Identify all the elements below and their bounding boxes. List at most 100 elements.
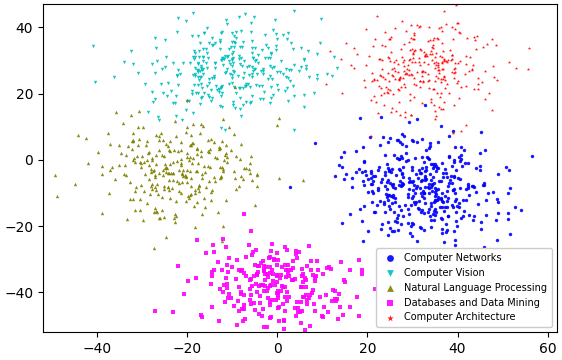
Computer Networks xyxy=(421,200,430,206)
Computer Vision xyxy=(246,100,255,106)
Databases and Data Mining xyxy=(287,277,296,283)
Computer Vision xyxy=(312,72,321,78)
Computer Vision xyxy=(266,63,275,69)
Computer Vision xyxy=(148,89,157,95)
Databases and Data Mining xyxy=(315,333,324,338)
Legend: Computer Networks, Computer Vision, Natural Language Processing, Databases and D: Computer Networks, Computer Vision, Natu… xyxy=(376,248,552,327)
Natural Language Processing xyxy=(211,178,220,184)
Computer Vision xyxy=(259,96,268,102)
Computer Networks xyxy=(359,158,368,163)
Computer Vision xyxy=(289,127,298,133)
Computer Vision xyxy=(323,71,332,77)
Natural Language Processing xyxy=(189,121,198,127)
Databases and Data Mining xyxy=(274,257,283,263)
Databases and Data Mining xyxy=(339,277,348,283)
Computer Architecture xyxy=(439,58,448,64)
Databases and Data Mining xyxy=(306,267,315,273)
Computer Architecture xyxy=(411,59,420,65)
Databases and Data Mining xyxy=(250,301,259,306)
Computer Vision xyxy=(168,100,177,105)
Computer Architecture xyxy=(404,39,413,45)
Natural Language Processing xyxy=(180,172,189,178)
Databases and Data Mining xyxy=(226,295,235,301)
Computer Vision xyxy=(300,56,309,62)
Natural Language Processing xyxy=(168,159,177,165)
Databases and Data Mining xyxy=(272,279,281,285)
Computer Architecture xyxy=(370,93,379,99)
Databases and Data Mining xyxy=(260,283,269,289)
Computer Vision xyxy=(277,58,285,64)
Computer Networks xyxy=(488,190,497,195)
Computer Networks xyxy=(397,207,406,213)
Computer Networks xyxy=(463,181,472,186)
Databases and Data Mining xyxy=(238,267,247,273)
Computer Networks xyxy=(368,188,377,194)
Computer Networks xyxy=(494,210,503,216)
Computer Architecture xyxy=(447,56,456,62)
Computer Networks xyxy=(407,220,416,226)
Computer Architecture xyxy=(388,73,397,79)
Computer Vision xyxy=(175,72,184,77)
Computer Vision xyxy=(205,81,214,86)
Computer Networks xyxy=(414,175,423,181)
Computer Networks xyxy=(393,137,402,143)
Computer Networks xyxy=(442,175,451,180)
Computer Networks xyxy=(460,208,469,214)
Computer Networks xyxy=(416,225,425,230)
Databases and Data Mining xyxy=(252,247,261,253)
Computer Vision xyxy=(289,62,298,68)
Computer Networks xyxy=(443,213,452,219)
Computer Architecture xyxy=(389,91,398,96)
Computer Vision xyxy=(189,56,198,62)
Computer Vision xyxy=(223,53,232,58)
Computer Architecture xyxy=(434,60,443,66)
Databases and Data Mining xyxy=(277,264,286,270)
Computer Architecture xyxy=(460,71,469,77)
Computer Networks xyxy=(420,159,429,165)
Computer Networks xyxy=(369,173,378,179)
Computer Vision xyxy=(279,71,288,77)
Natural Language Processing xyxy=(178,171,187,177)
Computer Networks xyxy=(424,190,433,196)
Natural Language Processing xyxy=(223,154,232,160)
Databases and Data Mining xyxy=(323,265,332,271)
Databases and Data Mining xyxy=(297,284,306,290)
Computer Vision xyxy=(198,54,207,60)
Computer Networks xyxy=(449,174,458,180)
Computer Networks xyxy=(368,190,377,196)
Computer Vision xyxy=(229,33,238,39)
Computer Networks xyxy=(401,202,410,208)
Computer Vision xyxy=(228,56,237,62)
Computer Networks xyxy=(359,238,368,244)
Computer Vision xyxy=(207,95,216,100)
Computer Networks xyxy=(438,160,447,166)
Computer Architecture xyxy=(524,45,533,50)
Databases and Data Mining xyxy=(306,258,315,264)
Computer Networks xyxy=(493,171,502,177)
Computer Vision xyxy=(258,66,267,72)
Computer Architecture xyxy=(408,72,417,77)
Databases and Data Mining xyxy=(253,269,262,275)
Computer Networks xyxy=(339,176,348,182)
Computer Architecture xyxy=(338,90,347,96)
Computer Networks xyxy=(355,115,364,121)
Computer Architecture xyxy=(370,36,379,42)
Natural Language Processing xyxy=(193,199,202,205)
Computer Networks xyxy=(447,202,456,208)
Databases and Data Mining xyxy=(333,316,342,322)
Databases and Data Mining xyxy=(311,278,320,284)
Computer Vision xyxy=(247,71,256,77)
Databases and Data Mining xyxy=(174,264,183,269)
Computer Vision xyxy=(157,81,166,87)
Computer Architecture xyxy=(420,53,429,59)
Computer Architecture xyxy=(389,66,398,71)
Computer Vision xyxy=(198,94,207,100)
Computer Networks xyxy=(366,135,375,140)
Databases and Data Mining xyxy=(239,211,248,216)
Databases and Data Mining xyxy=(237,289,246,295)
Natural Language Processing xyxy=(133,124,142,130)
Computer Vision xyxy=(220,53,229,59)
Computer Vision xyxy=(275,69,284,75)
Computer Architecture xyxy=(395,87,404,93)
Databases and Data Mining xyxy=(292,255,301,261)
